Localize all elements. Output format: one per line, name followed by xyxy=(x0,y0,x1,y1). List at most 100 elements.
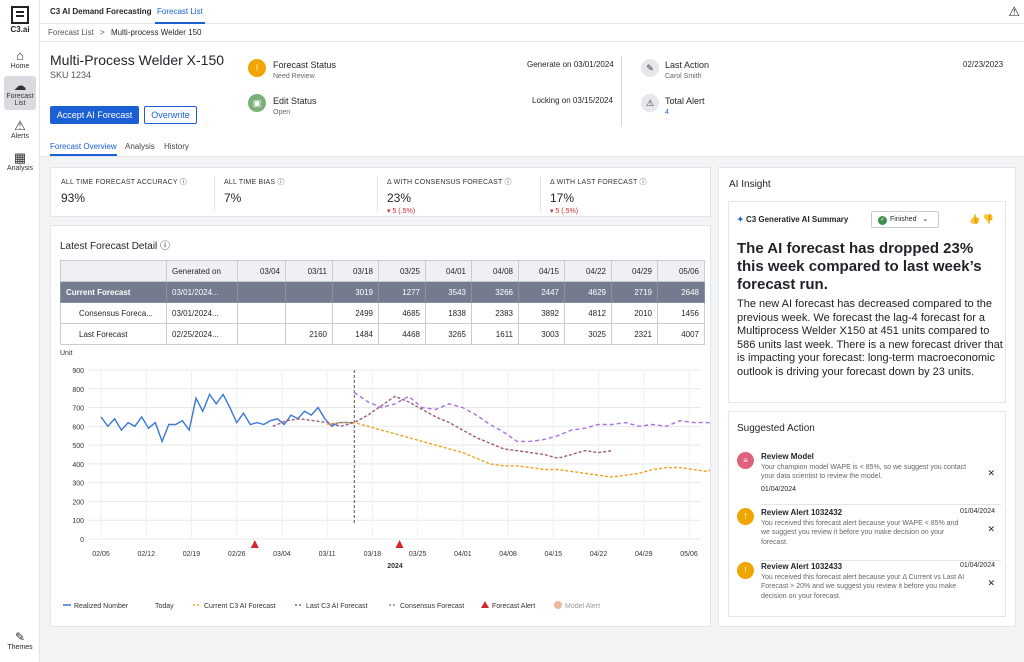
table-header-row: Generated on 03/04 03/11 03/18 03/25 04/… xyxy=(60,260,705,282)
divider xyxy=(761,504,1001,505)
edit-status: Edit Status Open xyxy=(273,96,317,116)
logo-icon xyxy=(11,6,29,24)
forecast-alert-marker xyxy=(250,540,259,548)
table-row-current-forecast[interactable]: Current Forecast 03/01/2024... 3019 1277… xyxy=(60,281,705,303)
breadcrumb-current: Multi-process Welder 150 xyxy=(110,28,202,37)
home-icon: ⌂ xyxy=(16,48,24,63)
divider xyxy=(540,176,541,212)
tab-forecast-list[interactable]: Forecast List xyxy=(155,7,205,24)
tab-forecast-overview[interactable]: Forecast Overview xyxy=(50,142,117,156)
table-cell: 4685 xyxy=(378,302,426,324)
forecast-status-date: Generate on 03/01/2024 xyxy=(527,60,614,69)
close-icon[interactable]: ✕ xyxy=(987,524,995,534)
c3-logo[interactable]: C3.ai xyxy=(10,6,30,36)
x-tick-label: 03/18 xyxy=(364,551,382,558)
y-tick-label: 900 xyxy=(72,368,84,375)
table-cell: 2499 xyxy=(332,302,379,324)
logo-text: C3.ai xyxy=(10,25,30,34)
table-header: 03/04 xyxy=(237,260,286,282)
x-axis-label: 2024 xyxy=(387,563,403,570)
y-tick-label: 0 xyxy=(80,537,84,544)
alert-icon: ⚠ xyxy=(641,94,659,112)
table-row-last-forecast[interactable]: Last Forecast 02/25/2024... 2160 1484 44… xyxy=(60,323,705,345)
legend-swatch xyxy=(481,601,489,608)
kpi-value: 23% xyxy=(387,191,412,205)
database-icon: ≡ xyxy=(737,452,754,469)
table-cell: 3892 xyxy=(518,302,565,324)
x-tick-label: 03/11 xyxy=(319,551,336,558)
close-icon[interactable]: ✕ xyxy=(987,468,995,478)
sidebar-item-home[interactable]: ⌂ Home xyxy=(0,46,40,73)
table-cell: 1277 xyxy=(378,281,426,303)
total-alert-value[interactable]: 4 xyxy=(665,109,669,116)
feedback-buttons[interactable]: 👍 👎 xyxy=(969,214,994,225)
action-item[interactable]: ! Review Alert 1032432 01/04/2024 You re… xyxy=(735,508,1001,561)
action-item[interactable]: ≡ Review Model Your champion model WAPE … xyxy=(735,452,1001,505)
action-title: Review Alert 1032432 xyxy=(761,508,843,517)
legend-label: Today xyxy=(155,603,174,610)
sidebar-item-alerts[interactable]: ⚠ Alerts xyxy=(0,116,40,143)
tab-history[interactable]: History xyxy=(164,142,189,151)
sidebar-item-analysis[interactable]: ▦ Analysis xyxy=(0,148,40,175)
table-cell: 1611 xyxy=(471,323,519,345)
tab-analysis[interactable]: Analysis xyxy=(125,142,155,151)
legend-swatch xyxy=(554,601,562,609)
last-action-date: 02/23/2023 xyxy=(963,60,1004,69)
x-tick-label: 02/26 xyxy=(228,551,246,558)
forecast-list-icon: ☁ xyxy=(13,78,27,93)
action-description: You received this forecast alert because… xyxy=(761,574,965,600)
ai-insight-panel: AI Insight ✦ C3 Generative AI Summary ✓ F… xyxy=(718,167,1016,627)
edit-status-value: Open xyxy=(273,109,291,116)
thumbs-up-icon: 👍 xyxy=(969,214,981,224)
status-dropdown[interactable]: ✓ Finished ⌄ xyxy=(871,211,939,228)
overwrite-button[interactable]: Overwrite xyxy=(144,106,197,124)
sidebar-item-forecast-list[interactable]: ☁ Forecast List xyxy=(4,76,36,110)
app-title[interactable]: C3 AI Demand Forecasting xyxy=(50,7,152,16)
ai-body: The new AI forecast has decreased compar… xyxy=(737,298,1003,378)
accept-ai-forecast-button[interactable]: Accept AI Forecast xyxy=(50,106,139,124)
table-header: 05/06 xyxy=(657,260,705,282)
legend-label: Last C3 AI Forecast xyxy=(306,603,368,610)
table-row-consensus-forecast[interactable]: Consensus Foreca... 03/01/2024... 2499 4… xyxy=(60,302,705,324)
sku-label: SKU 1234 xyxy=(50,70,92,80)
alert-icon: ⚠ xyxy=(14,118,26,133)
close-icon[interactable]: ✕ xyxy=(987,578,995,588)
table-header: 03/11 xyxy=(285,260,333,282)
sparkle-icon: ✦ xyxy=(737,215,744,224)
kpi-label: ALL TIME BIAS ⓘ xyxy=(224,179,285,186)
forecast-status-value: Need Review xyxy=(273,73,315,80)
x-tick-label: 02/12 xyxy=(137,551,155,558)
warning-icon: ! xyxy=(737,562,754,579)
kpi-delta-consensus: Δ WITH CONSENSUS FORECAST ⓘ 23% ▾ 5 (.5%… xyxy=(377,168,540,218)
x-tick-label: 05/06 xyxy=(680,551,698,558)
legend-label: Model Alert xyxy=(565,603,600,610)
table-cell: 4629 xyxy=(564,281,612,303)
info-icon[interactable]: ⓘ xyxy=(160,241,171,252)
table-cell: 2648 xyxy=(657,281,705,303)
table-header: 03/18 xyxy=(332,260,379,282)
forecast-alert-marker xyxy=(395,540,404,548)
action-title: Review Model xyxy=(761,452,814,461)
table-cell: 4468 xyxy=(378,323,426,345)
x-tick-label: 02/19 xyxy=(183,551,201,558)
info-icon: ⓘ xyxy=(504,179,512,186)
legend-label: Forecast Alert xyxy=(492,603,535,610)
breadcrumb-root[interactable]: Forecast List xyxy=(48,28,94,37)
action-item[interactable]: ! Review Alert 1032433 01/04/2024 You re… xyxy=(735,562,1001,612)
forecast-status: Forecast Status Need Review xyxy=(273,60,336,80)
table-cell xyxy=(237,302,286,324)
breadcrumb-separator: > xyxy=(100,28,105,37)
x-tick-label: 03/04 xyxy=(273,551,291,558)
sidebar-item-label: Forecast List xyxy=(6,93,34,107)
table-cell: 2447 xyxy=(518,281,565,303)
action-title: Review Alert 1032433 xyxy=(761,562,843,571)
chevron-down-icon: ⌄ xyxy=(922,216,929,223)
status-value: Finished xyxy=(890,216,917,223)
warning-icon[interactable]: ⚠ xyxy=(1008,4,1020,19)
themes-button[interactable]: ✎ Themes xyxy=(0,630,40,651)
row-generated: 02/25/2024... xyxy=(166,323,238,345)
table-header: 04/29 xyxy=(611,260,658,282)
table-cell xyxy=(237,281,286,303)
series-realized-number xyxy=(100,392,352,444)
table-cell: 1484 xyxy=(332,323,379,345)
